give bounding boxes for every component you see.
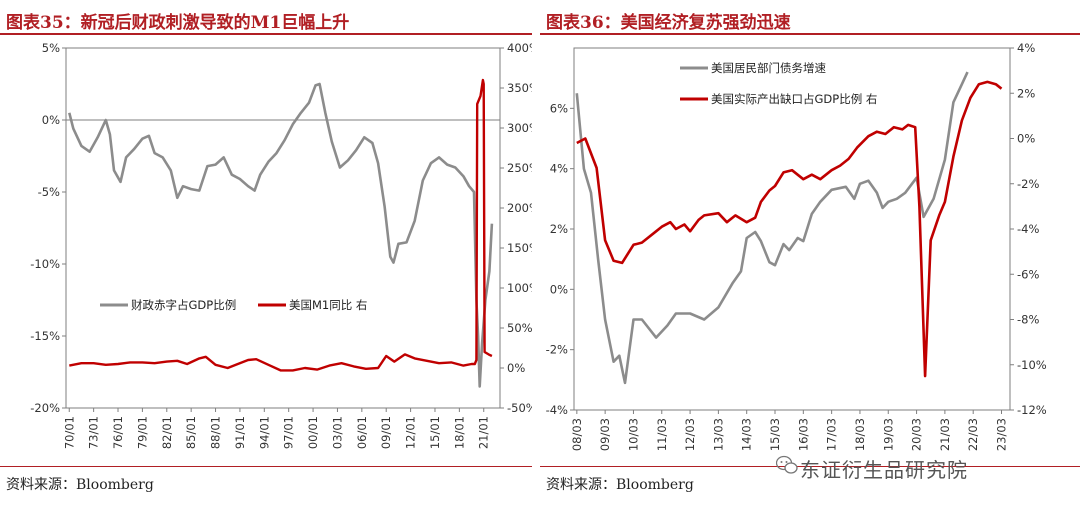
right-right-tick-label: -2%: [1017, 177, 1039, 191]
left-x-tick-label: 70/01: [62, 416, 76, 449]
right-series-line-1: [576, 80, 1003, 378]
right-legend-label-1: 美国实际产出缺口占GDP比例 右: [711, 92, 877, 106]
right-right-tick-label: -10%: [1017, 358, 1047, 372]
left-chart-title: 图表35：新冠后财政刺激导致的M1巨幅上升: [6, 13, 350, 33]
right-x-tick-label: 18/03: [853, 418, 867, 451]
right-legend-label-0: 美国居民部门债务增速: [711, 61, 826, 75]
right-x-tick-label: 16/03: [796, 418, 810, 451]
left-left-tick-label: 0%: [42, 113, 60, 127]
left-left-tick-label: -20%: [30, 401, 60, 415]
right-right-tick-label: -8%: [1017, 313, 1039, 327]
right-x-tick-label: 23/03: [995, 418, 1009, 451]
left-right-tick-label: 250%: [507, 161, 532, 175]
left-right-tick-label: 400%: [507, 41, 532, 55]
left-series-line-1: [69, 78, 493, 372]
left-left-tick-label: 5%: [42, 41, 60, 55]
left-legend-label-1: 美国M1同比 右: [289, 298, 367, 312]
left-chart-panel: 图表35：新冠后财政刺激导致的M1巨幅上升 5% 0% -5% -10% -15% -20…: [0, 0, 532, 518]
left-left-tick-label: -15%: [30, 329, 60, 343]
wechat-icon: [776, 455, 798, 474]
right-right-tick-label: 2%: [1017, 86, 1035, 100]
right-x-tick-label: 19/03: [881, 418, 895, 451]
right-left-tick-label: 4%: [550, 162, 568, 176]
right-x-tick-label: 08/03: [570, 418, 584, 451]
right-source-rule: [540, 466, 1080, 467]
right-left-tick-label: 0%: [550, 282, 568, 296]
left-x-tick-label: 73/01: [87, 416, 101, 449]
left-x-tick-label: 18/01: [452, 416, 466, 449]
right-x-tick-label: 14/03: [740, 418, 754, 451]
right-right-tick-label: 4%: [1017, 41, 1035, 55]
left-x-tick-label: 21/01: [477, 416, 491, 449]
right-chart-svg: 6% 4% 2% 0% -2% -4% 4% 2% 0% -2% -4% -6% -8% -10% -12%…: [546, 41, 1047, 451]
right-x-tick-label: 10/03: [626, 418, 640, 451]
left-x-tick-label: 15/01: [428, 416, 442, 449]
left-series-line-0: [68, 82, 494, 388]
right-x-tick-label: 22/03: [966, 418, 980, 451]
right-x-tick-label: 12/03: [683, 418, 697, 451]
right-right-tick-label: -6%: [1017, 267, 1039, 281]
left-x-tick-label: 12/01: [404, 416, 418, 449]
left-x-tick-label: 88/01: [209, 416, 223, 449]
left-right-tick-label: 0%: [507, 361, 525, 375]
left-source-rule: [0, 466, 532, 467]
left-x-tick-label: 09/01: [379, 416, 393, 449]
right-right-tick-label: -12%: [1017, 403, 1047, 417]
right-right-tick-label: -4%: [1017, 222, 1039, 236]
left-x-tick-label: 82/01: [160, 416, 174, 449]
left-x-tick-label: 76/01: [111, 416, 125, 449]
left-right-tick-label: 150%: [507, 241, 532, 255]
left-right-tick-label: 100%: [507, 281, 532, 295]
left-plot-frame: [65, 47, 501, 409]
left-x-tick-label: 91/01: [233, 416, 247, 449]
left-x-tick-label: 06/01: [355, 416, 369, 449]
left-right-tick-label: 350%: [507, 81, 532, 95]
right-left-tick-label: 6%: [550, 101, 568, 115]
right-x-tick-label: 11/03: [655, 418, 669, 451]
right-title-rule: [540, 33, 1080, 35]
right-chart-title: 图表36：美国经济复苏强劲迅速: [546, 13, 791, 33]
left-right-tick-label: 300%: [507, 121, 532, 135]
right-left-tick-label: 2%: [550, 222, 568, 236]
left-right-tick-label: 50%: [507, 321, 532, 335]
left-x-tick-label: 94/01: [257, 416, 271, 449]
left-right-tick-label: 200%: [507, 201, 532, 215]
right-right-tick-label: 0%: [1017, 132, 1035, 146]
right-x-tick-label: 15/03: [768, 418, 782, 451]
left-title-rule: [0, 33, 532, 35]
left-x-tick-label: 00/01: [306, 416, 320, 449]
left-legend-label-0: 财政赤字占GDP比例: [131, 298, 236, 312]
left-x-tick-label: 85/01: [184, 416, 198, 449]
right-x-tick-label: 17/03: [825, 418, 839, 451]
right-x-tick-label: 20/03: [910, 418, 924, 451]
right-x-tick-label: 21/03: [938, 418, 952, 451]
left-x-tick-label: 03/01: [330, 416, 344, 449]
left-x-tick-label: 97/01: [282, 416, 296, 449]
left-source-text: 资料来源：Bloomberg: [6, 477, 154, 493]
right-series-line-0: [575, 71, 969, 385]
right-x-tick-label: 13/03: [711, 418, 725, 451]
left-chart-svg: 5% 0% -5% -10% -15% -20% 400% 350% 300% 250% 200% 1…: [30, 41, 532, 449]
left-left-tick-label: -5%: [38, 185, 60, 199]
left-right-tick-label: -50%: [507, 401, 532, 415]
right-source-text: 资料来源：Bloomberg: [546, 477, 694, 493]
right-x-tick-label: 09/03: [598, 418, 612, 451]
right-left-tick-label: -4%: [546, 403, 568, 417]
right-chart-panel: 图表36：美国经济复苏强劲迅速 6% 4% 2% 0% -2% -4% 4% 2% 0% -2% -…: [540, 0, 1080, 518]
left-x-tick-label: 79/01: [135, 416, 149, 449]
left-left-tick-label: -10%: [30, 257, 60, 271]
watermark-text: 东证衍生品研究院: [800, 458, 968, 482]
right-left-tick-label: -2%: [546, 343, 568, 357]
